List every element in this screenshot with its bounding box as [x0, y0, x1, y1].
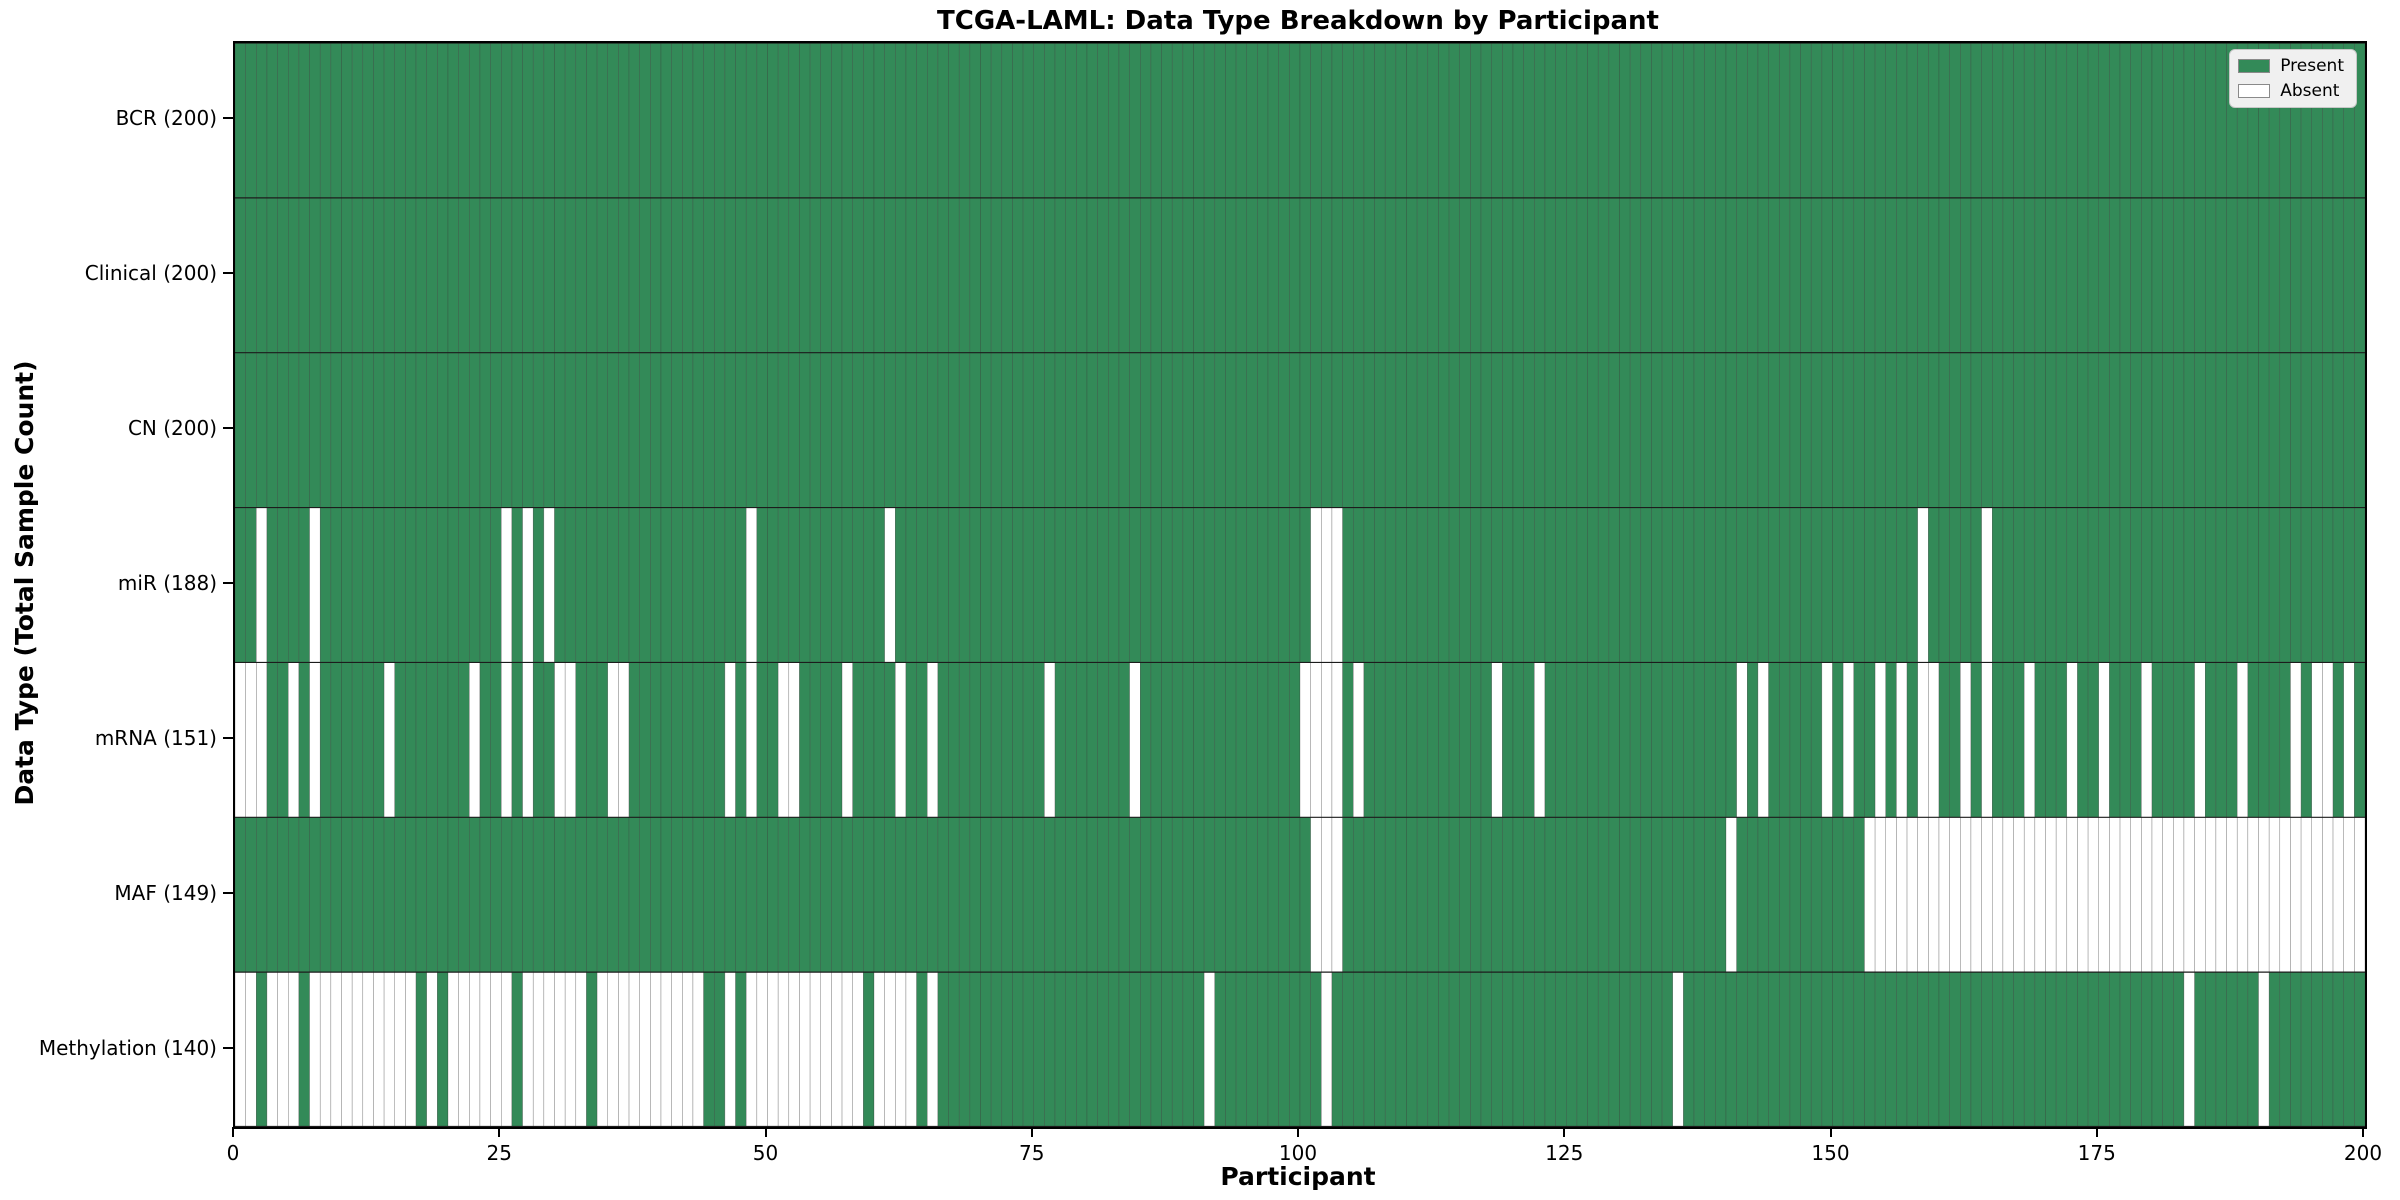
plot-area: Present Absent — [233, 41, 2367, 1129]
ytick-label-Clinical: Clinical (200) — [84, 261, 217, 286]
xtick-label-50: 50 — [752, 1141, 779, 1165]
xtick-label-200: 200 — [2343, 1141, 2383, 1165]
presence-grid — [235, 43, 2365, 1127]
x-axis-ticks: 0 25 50 75 100 125 150 175 200 — [227, 1127, 2382, 1177]
xtick-label-100: 100 — [1278, 1141, 1318, 1165]
ytick-label-BCR: BCR (200) — [115, 106, 217, 131]
xtick-mark-125 — [1563, 1127, 1566, 1137]
ytick-label-MAF: MAF (149) — [114, 880, 217, 905]
xtick-label-0: 0 — [226, 1141, 240, 1165]
xtick-label-175: 175 — [2077, 1141, 2116, 1165]
absent-swatch — [2238, 84, 2271, 98]
ytick-label-mRNA: mRNA (151) — [94, 725, 217, 750]
y-axis-ticks: BCR (200) Clinical (200) CN (200) miR (188)… — [0, 0, 233, 1200]
present-label: Present — [2280, 56, 2344, 76]
ytick-label-miR: miR (188) — [117, 571, 217, 595]
legend: Present Absent — [2229, 49, 2357, 108]
xtick-mark-100 — [1297, 1127, 1299, 1137]
xtick-label-150: 150 — [1811, 1141, 1850, 1165]
chart-title: TCGA-LAML: Data Type Breakdown by Partic… — [937, 6, 1659, 36]
xtick-label-25: 25 — [486, 1141, 512, 1165]
xtick-mark-200 — [2362, 1127, 2364, 1137]
legend-item-present: Present — [2238, 56, 2344, 76]
ytick-mark-Methylation — [223, 1046, 233, 1049]
present-swatch — [2238, 59, 2271, 73]
xtick-mark-175 — [2095, 1127, 2098, 1137]
ytick-mark-miR — [223, 582, 233, 584]
xtick-mark-25 — [498, 1127, 501, 1137]
xtick-label-125: 125 — [1545, 1141, 1584, 1165]
xtick-mark-150 — [1829, 1127, 1832, 1137]
x-axis-label: Participant — [1220, 1162, 1376, 1191]
ytick-label-Methylation: Methylation (140) — [38, 1035, 217, 1060]
xtick-mark-75 — [1030, 1127, 1033, 1137]
ytick-mark-mRNA — [223, 736, 233, 739]
xtick-label-75: 75 — [1019, 1141, 1045, 1165]
ytick-mark-BCR — [223, 117, 233, 120]
ytick-mark-Clinical — [223, 272, 233, 275]
ytick-label-CN: CN (200) — [127, 416, 217, 441]
absent-label: Absent — [2280, 81, 2340, 101]
legend-item-absent: Absent — [2238, 81, 2344, 101]
xtick-mark-50 — [764, 1127, 767, 1137]
xtick-mark-0 — [232, 1127, 234, 1137]
ytick-mark-CN — [223, 427, 233, 430]
ytick-mark-MAF — [223, 891, 233, 894]
